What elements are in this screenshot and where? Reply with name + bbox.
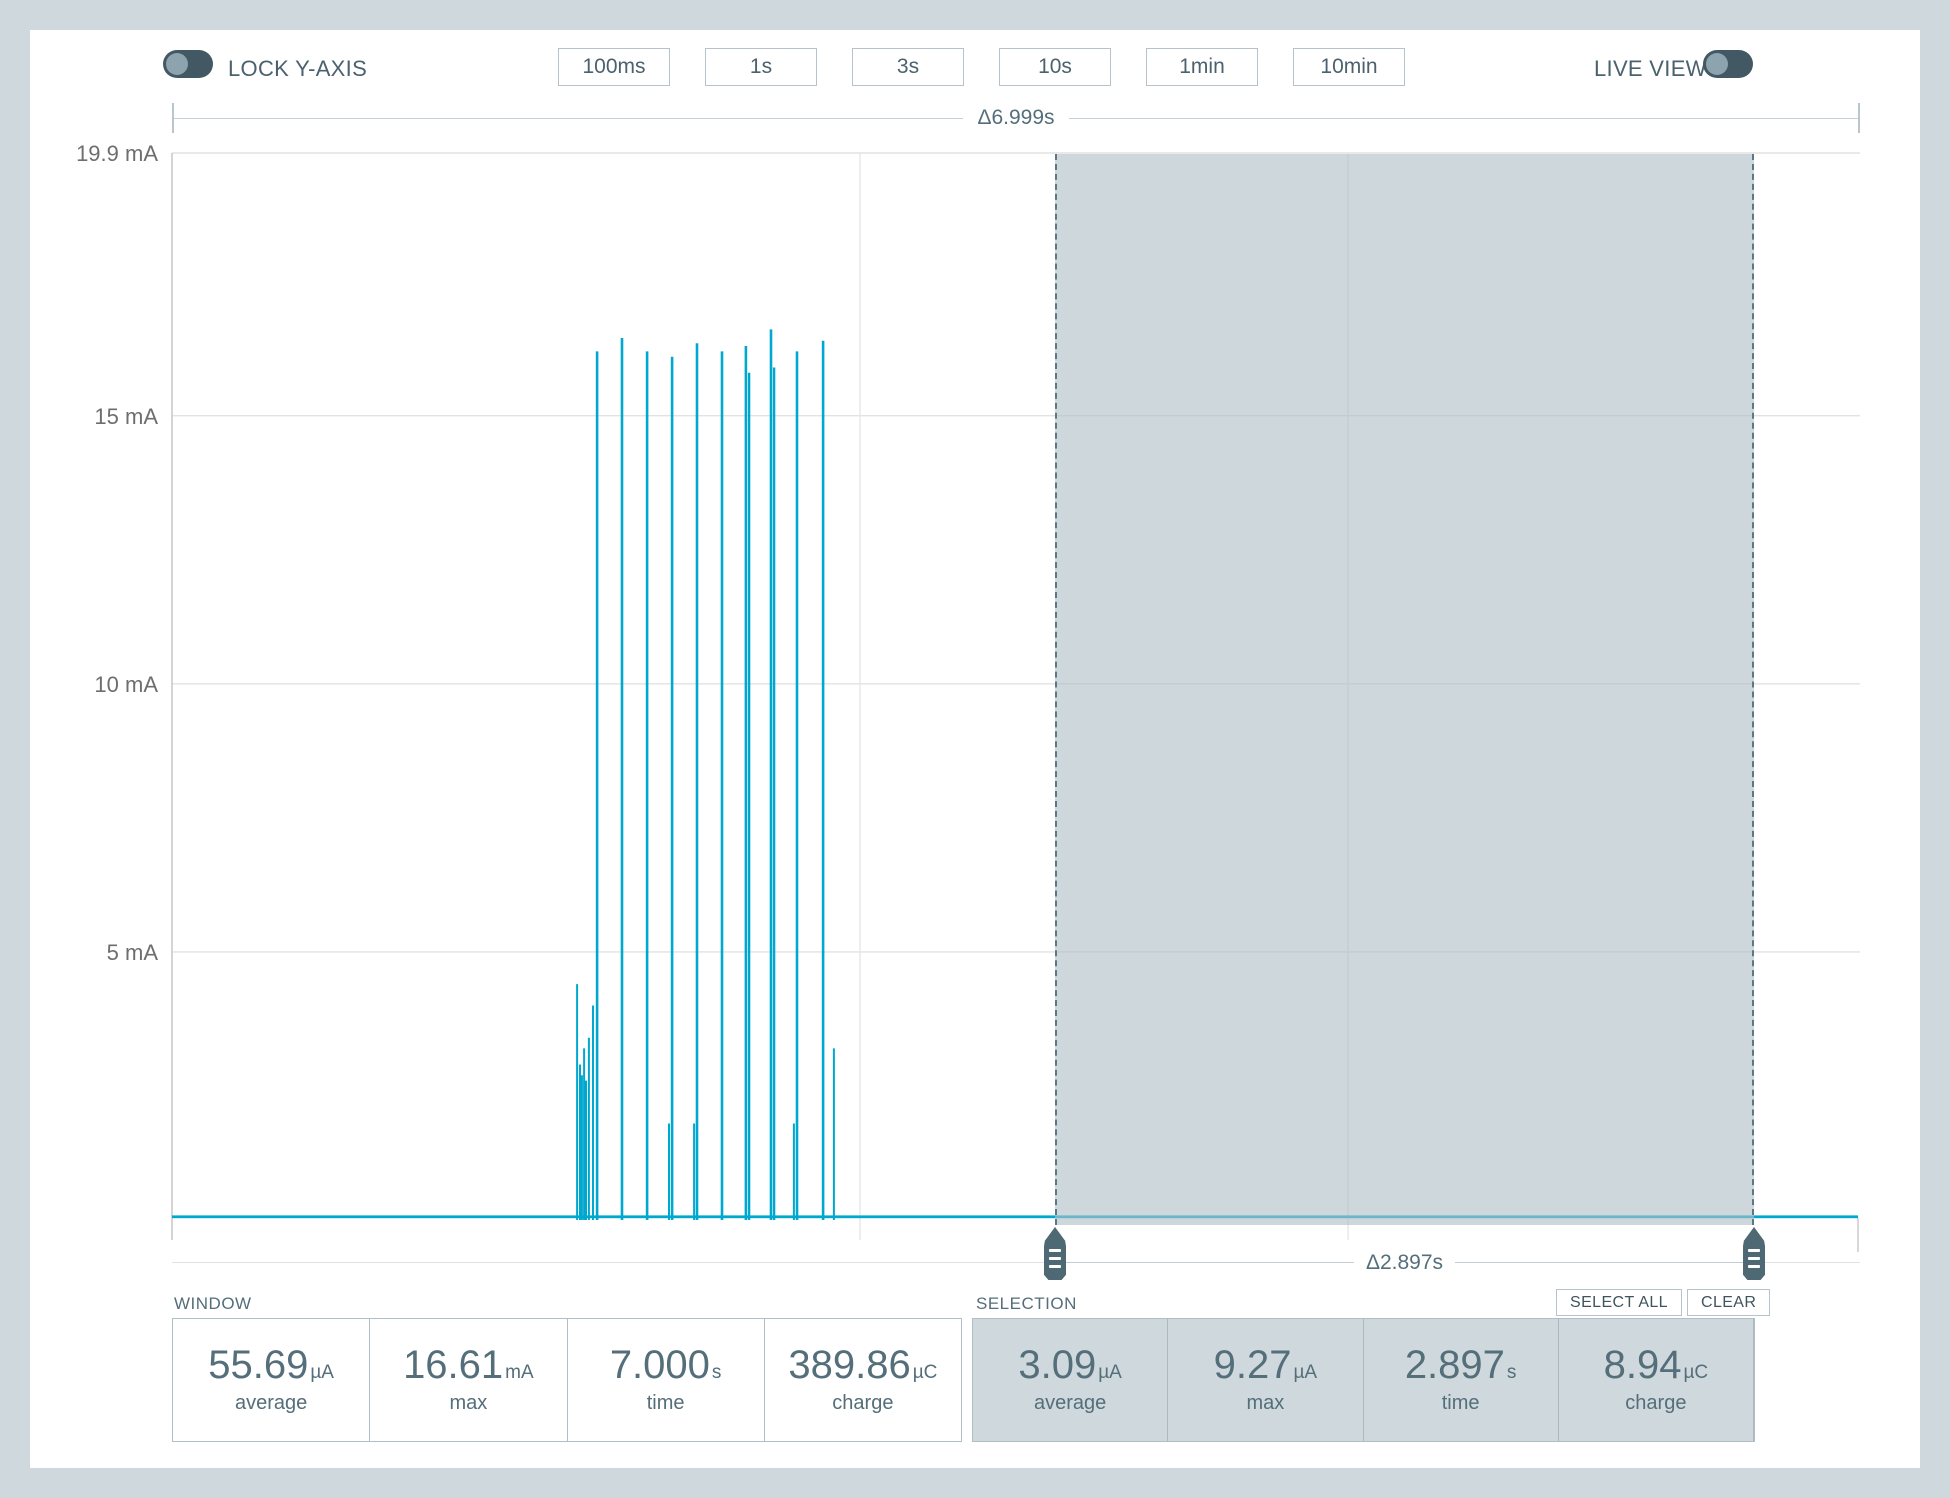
- bracket-line: [174, 117, 964, 119]
- selection-region[interactable]: [1055, 154, 1754, 1225]
- stat-cell-selection-charge: 8.94 µC charge: [1559, 1319, 1754, 1441]
- stat-cell-selection-average: 3.09 µA average: [973, 1319, 1169, 1441]
- selection-buttons: SELECT ALL CLEAR: [1556, 1289, 1771, 1316]
- selection-section-title: SELECTION: [976, 1294, 1077, 1313]
- selection-delta-label: Δ2.897s: [1353, 1250, 1456, 1275]
- window-button-1s[interactable]: 1s: [705, 48, 817, 86]
- selection-handle-right[interactable]: [1743, 1227, 1765, 1280]
- y-axis-label-15ma: 15 mA: [94, 404, 158, 429]
- selection-baseline-rule: [172, 1262, 1860, 1263]
- grip-lines-icon: [1049, 1249, 1061, 1268]
- bracket-tick-right: [1858, 103, 1860, 133]
- live-view-toggle[interactable]: [1703, 50, 1753, 78]
- selection-handle-left[interactable]: [1044, 1227, 1066, 1280]
- grip-lines-icon: [1748, 1249, 1760, 1268]
- y-axis-label-5ma: 5 mA: [106, 940, 158, 965]
- clear-button[interactable]: CLEAR: [1686, 1289, 1771, 1316]
- bracket-tick-left: [172, 103, 174, 133]
- window-button-100ms[interactable]: 100ms: [558, 48, 670, 86]
- selection-stats-panel: 3.09 µA average 9.27 µA max 2.897 s time 8.…: [972, 1318, 1755, 1442]
- stat-cell-window-charge: 389.86 µC charge: [788, 1343, 938, 1414]
- window-button-10min[interactable]: 10min: [1293, 48, 1405, 86]
- select-all-button[interactable]: SELECT ALL: [1556, 1289, 1682, 1316]
- window-delta-label: Δ6.999s: [977, 106, 1055, 129]
- window-button-10s[interactable]: 10s: [999, 48, 1111, 86]
- stat-cell-selection-max: 9.27 µA max: [1168, 1319, 1364, 1441]
- window-section-title: WINDOW: [174, 1294, 252, 1313]
- lock-y-axis-toggle[interactable]: [163, 50, 213, 78]
- selection-delta-line: [1063, 1262, 1354, 1263]
- stat-cell-window-average: 55.69 µA average: [173, 1319, 371, 1441]
- stat-cell-selection-time: 2.897 s time: [1364, 1319, 1559, 1441]
- window-stats-panel: 55.69 µA average 16.61 mA max 7.000 s time …: [172, 1318, 962, 1442]
- window-button-3s[interactable]: 3s: [852, 48, 964, 86]
- selection-delta-line: [1455, 1262, 1746, 1263]
- selection-delta-bracket: Δ2.897s: [1063, 1250, 1746, 1275]
- y-axis-label-10ma: 10 mA: [94, 672, 158, 697]
- toggle-knob-icon: [166, 53, 188, 75]
- window-delta-bracket: Δ6.999s: [172, 103, 1860, 133]
- lock-y-axis-label: LOCK Y-AXIS: [228, 56, 368, 81]
- bracket-line: [1068, 117, 1858, 119]
- stat-cell-window-max: 16.61 mA max: [370, 1319, 568, 1441]
- live-view-label: LIVE VIEW: [1594, 56, 1707, 81]
- stat-cell-window-time: 7.000 s time: [568, 1319, 765, 1441]
- toggle-knob-icon: [1706, 53, 1728, 75]
- window-button-1min[interactable]: 1min: [1146, 48, 1258, 86]
- y-axis-label-19-9ma: 19.9 mA: [76, 141, 158, 166]
